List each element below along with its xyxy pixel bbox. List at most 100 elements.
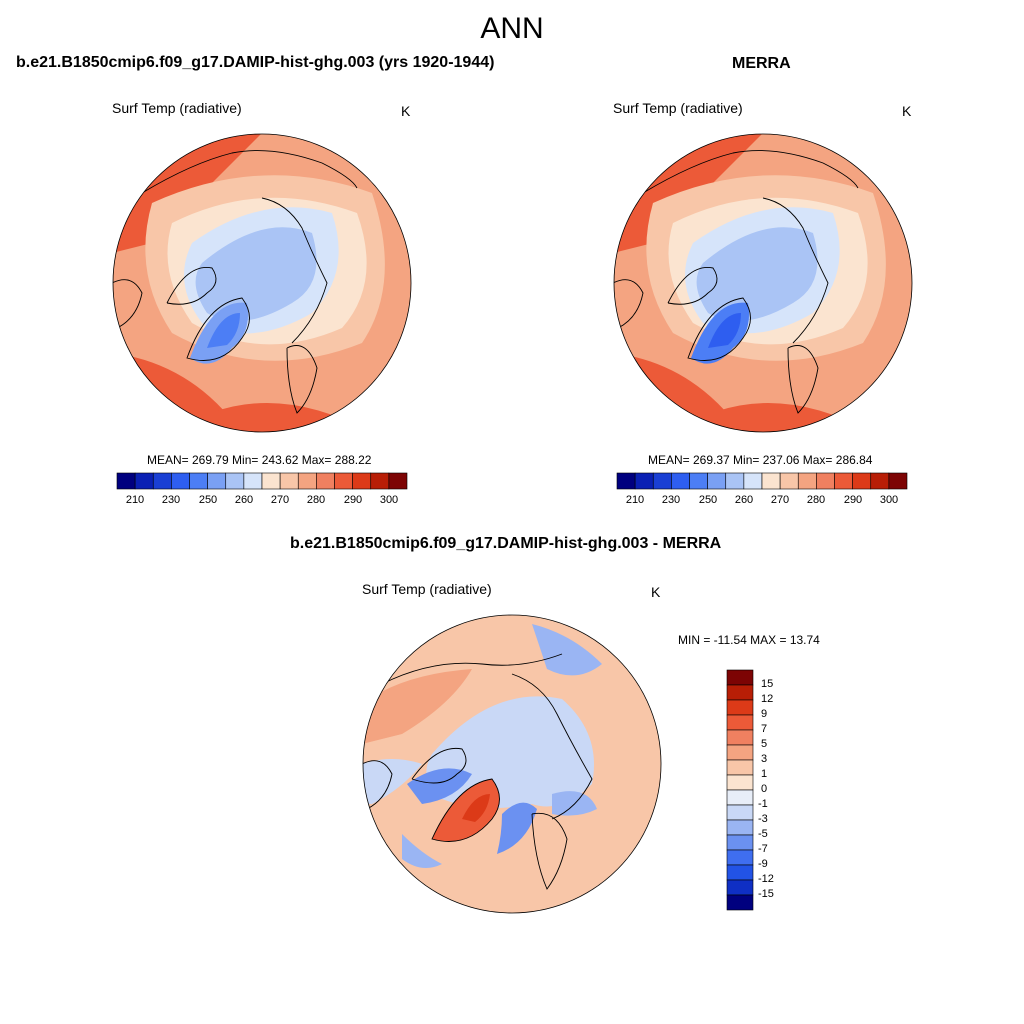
coastline (787, 345, 819, 414)
colorbar-swatch (725, 472, 745, 490)
colorbar-swatch (779, 472, 799, 490)
panel3-map (362, 614, 662, 914)
field-region (363, 759, 422, 804)
panel3-tick: -9 (758, 858, 768, 870)
panel3-units: K (651, 584, 661, 600)
colorbar-swatch (726, 864, 754, 881)
panel3-tick: -3 (758, 813, 768, 825)
colorbar-swatch (726, 729, 754, 746)
colorbar-swatch (297, 472, 317, 490)
panel1-tick: 260 (234, 494, 254, 506)
panel2-tick: 260 (734, 494, 754, 506)
map-border (613, 133, 913, 433)
field-region (497, 802, 537, 854)
panel3-tick: 9 (761, 708, 768, 720)
panel1-units: K (401, 103, 411, 119)
panel1-tick: 210 (125, 494, 145, 506)
coastline (642, 150, 859, 194)
panel3-tick: 12 (761, 693, 774, 705)
panel3-tick: -7 (758, 843, 768, 855)
field-region (432, 779, 500, 842)
colorbar-swatch (726, 789, 754, 806)
map-field (113, 134, 411, 432)
colorbar-swatch (726, 684, 754, 701)
map-border (362, 614, 662, 914)
colorbar-swatch (834, 472, 853, 490)
colorbar-swatch (743, 472, 763, 490)
colorbar-swatch (726, 819, 754, 836)
colorbar-swatch (726, 774, 754, 791)
colorbar-swatch (261, 472, 281, 490)
panel1-tick: 270 (270, 494, 290, 506)
colorbar-swatch (616, 472, 636, 490)
colorbar-swatch (134, 472, 154, 490)
colorbar-swatch (707, 472, 727, 490)
coastline (381, 653, 563, 685)
coastline (687, 297, 751, 361)
panel3-colorbar (726, 669, 754, 911)
panel3-variable: Surf Temp (radiative) (362, 581, 492, 597)
field-region (407, 768, 472, 804)
panel2-tick: 290 (843, 494, 863, 506)
panel1-colorbar-ticks: 210 230 250 260 270 280 290 300 (117, 494, 407, 508)
panel2-stats: MEAN= 269.37 Min= 237.06 Max= 286.84 (648, 453, 873, 467)
field-region (532, 624, 602, 676)
panel1-tick: 300 (379, 494, 399, 506)
colorbar-swatch (352, 472, 372, 490)
figure-title: ANN (480, 12, 544, 45)
field-region (696, 227, 818, 321)
coastline (614, 279, 644, 329)
colorbar-swatch (671, 472, 690, 490)
colorbar-swatch (726, 804, 754, 821)
field-region (207, 313, 240, 348)
panel3-tick: -1 (758, 798, 768, 810)
panel2-title: MERRA (732, 55, 791, 72)
panel3-tick: -15 (758, 888, 774, 900)
field-region (195, 227, 317, 321)
colorbar-swatch (116, 472, 136, 490)
panel3-tick: 0 (761, 783, 768, 795)
panel1-colorbar (116, 472, 408, 490)
field-region (708, 313, 741, 348)
panel3-tick: 3 (761, 753, 768, 765)
panel2-colorbar-ticks: 210 230 250 260 270 280 290 300 (617, 494, 907, 508)
coastline (531, 812, 568, 890)
panel2-tick: 280 (806, 494, 826, 506)
coastline (113, 279, 143, 329)
panel3-tick: 1 (761, 768, 768, 780)
coastline (261, 197, 328, 344)
colorbar-swatch (726, 714, 754, 731)
coastline (411, 747, 467, 784)
coastline (511, 673, 593, 820)
coastline (667, 266, 718, 305)
coastline (762, 197, 829, 344)
coastline (431, 778, 500, 842)
colorbar-swatch (152, 472, 172, 490)
map-field (614, 134, 912, 432)
panel3-tick: 5 (761, 738, 768, 750)
panel1-variable: Surf Temp (radiative) (112, 100, 242, 116)
panel2-tick: 210 (625, 494, 645, 506)
panel1-tick: 290 (343, 494, 363, 506)
map-border (112, 133, 412, 433)
panel2-colorbar (616, 472, 908, 490)
panel3-title: b.e21.B1850cmip6.f09_g17.DAMIP-hist-ghg.… (290, 535, 722, 552)
field-region (426, 696, 594, 808)
colorbar-swatch (225, 472, 245, 490)
colorbar-swatch (761, 472, 781, 490)
colorbar-swatch (652, 472, 672, 490)
panel2-map (613, 133, 913, 433)
colorbar-swatch (334, 472, 353, 490)
panel1-tick: 230 (161, 494, 181, 506)
colorbar-swatch (316, 472, 335, 490)
colorbar-swatch (207, 472, 227, 490)
panel3-colorbar-ticks: 15 12 9 7 5 3 1 0 -1 -3 -5 -7 -9 -12 -15 (758, 670, 801, 910)
panel3-tick: 15 (761, 678, 774, 690)
coastline (363, 760, 393, 810)
colorbar-swatch (816, 472, 835, 490)
field-region (363, 669, 472, 744)
colorbar-swatch (388, 472, 408, 490)
panel1-tick: 250 (198, 494, 218, 506)
panel1-tick: 280 (306, 494, 326, 506)
colorbar-swatch (726, 669, 754, 686)
